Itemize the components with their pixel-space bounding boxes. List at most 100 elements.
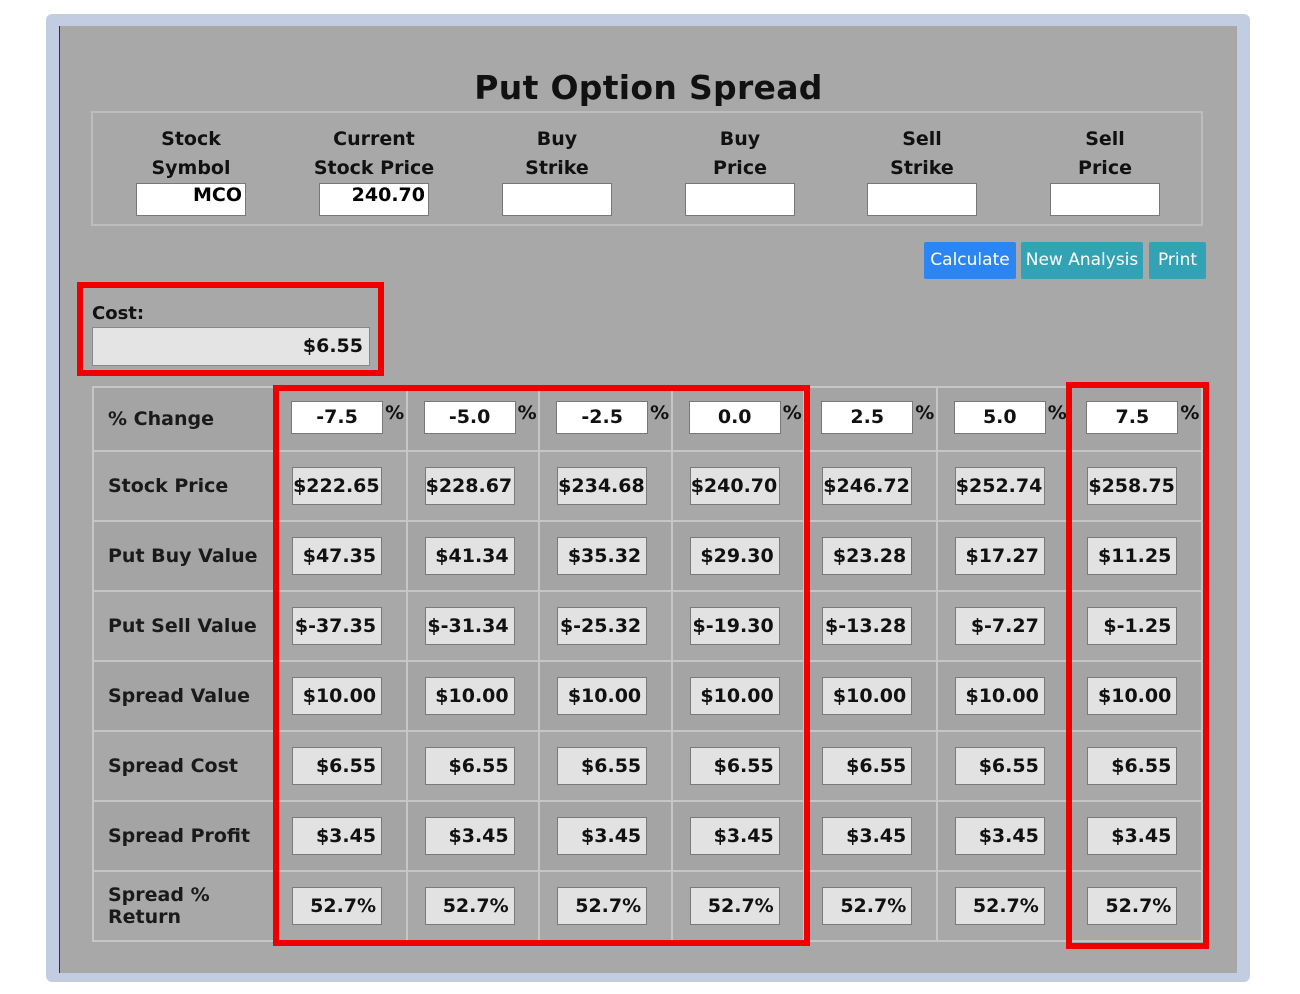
value-cell: 52.7% (273, 870, 408, 942)
value-cell: $3.45 (935, 800, 1071, 872)
stock-symbol-label: Stock Symbol (151, 128, 231, 179)
spread-cost-row: Spread Cost $6.55 $6.55 $6.55 $6.55 $6.5… (91, 730, 1203, 802)
pct-change-input[interactable]: -2.5 (556, 401, 649, 434)
put-sell-value: $-31.34 (424, 607, 515, 645)
value-cell: $29.30 (670, 520, 806, 592)
value-cell: $3.45 (1068, 800, 1203, 872)
value-cell: $-37.35 (273, 590, 408, 662)
percent-sign: % (1180, 402, 1200, 424)
pct-change-input[interactable]: 0.0 (688, 401, 781, 434)
value-cell: $3.45 (538, 800, 673, 872)
value-cell: 52.7% (538, 870, 673, 942)
pct-change-input[interactable]: 7.5 (1086, 401, 1179, 434)
value-cell: $-19.30 (670, 590, 806, 662)
row-label: Stock Price (91, 450, 276, 522)
spread-cost: $6.55 (689, 747, 780, 785)
pct-cell: 2.5% (803, 386, 938, 452)
value-cell: $6.55 (803, 730, 938, 802)
value-cell: $10.00 (670, 660, 806, 732)
value-cell: $11.25 (1068, 520, 1203, 592)
spread-cost: $6.55 (954, 747, 1045, 785)
buy-price-input[interactable] (685, 183, 795, 216)
pct-cell: 5.0% (935, 386, 1071, 452)
put-sell-value: $-1.25 (1087, 607, 1178, 645)
value-cell: $6.55 (405, 730, 541, 802)
value-cell: $10.00 (538, 660, 673, 732)
print-button[interactable]: Print (1149, 242, 1206, 279)
spread-profit-row: Spread Profit $3.45 $3.45 $3.45 $3.45 $3… (91, 800, 1203, 872)
spread-profit: $3.45 (292, 817, 383, 855)
spread-cost: $6.55 (1087, 747, 1178, 785)
sell-price-field: Sell Price (1030, 125, 1180, 216)
calculate-button[interactable]: Calculate (924, 242, 1016, 279)
put-buy-value: $35.32 (557, 537, 648, 575)
value-cell: $10.00 (1068, 660, 1203, 732)
value-cell: $10.00 (273, 660, 408, 732)
current-price-field: Current Stock Price 240.70 (299, 125, 449, 216)
buy-price-field: Buy Price (665, 125, 815, 216)
row-label: Spread Profit (91, 800, 276, 872)
put-buy-value: $29.30 (689, 537, 780, 575)
sell-strike-input[interactable] (867, 183, 977, 216)
value-cell: $3.45 (803, 800, 938, 872)
pct-change-input[interactable]: 5.0 (953, 401, 1046, 434)
spread-profit: $3.45 (557, 817, 648, 855)
sell-price-input[interactable] (1050, 183, 1160, 216)
current-price-input[interactable]: 240.70 (319, 183, 429, 216)
value-cell: 52.7% (670, 870, 806, 942)
stock-price-value: $240.70 (689, 467, 780, 505)
stock-price-row: Stock Price $222.65 $228.67 $234.68 $240… (91, 450, 1203, 522)
percent-sign: % (1047, 402, 1067, 424)
spread-return: 52.7% (557, 887, 648, 925)
new-analysis-button[interactable]: New Analysis (1021, 242, 1143, 279)
spread-return: 52.7% (292, 887, 383, 925)
spread-return: 52.7% (1087, 887, 1178, 925)
spread-value: $10.00 (689, 677, 780, 715)
value-cell: $6.55 (935, 730, 1071, 802)
pct-change-row: % Change -7.5% -5.0% -2.5% 0.0% 2.5% 5.0… (91, 386, 1203, 452)
spread-return-row: Spread % Return 52.7% 52.7% 52.7% 52.7% … (91, 870, 1203, 942)
value-cell: $252.74 (935, 450, 1071, 522)
value-cell: $240.70 (670, 450, 806, 522)
value-cell: 52.7% (405, 870, 541, 942)
spread-panel: Put Option Spread Stock Symbol MCO Curren… (59, 26, 1237, 973)
percent-sign: % (385, 402, 405, 424)
pct-change-input[interactable]: 2.5 (821, 401, 914, 434)
spread-return: 52.7% (689, 887, 780, 925)
put-buy-value: $47.35 (292, 537, 383, 575)
spread-value: $10.00 (292, 677, 383, 715)
value-cell: $6.55 (273, 730, 408, 802)
value-cell: 52.7% (1068, 870, 1203, 942)
value-cell: $6.55 (1068, 730, 1203, 802)
pct-change-input[interactable]: -5.0 (423, 401, 516, 434)
pct-cell: -2.5% (538, 386, 673, 452)
value-cell: $6.55 (670, 730, 806, 802)
buy-strike-input[interactable] (502, 183, 612, 216)
value-cell: $3.45 (670, 800, 806, 872)
value-cell: $10.00 (935, 660, 1071, 732)
stock-price-value: $246.72 (822, 467, 913, 505)
value-cell: 52.7% (935, 870, 1071, 942)
value-cell: $-31.34 (405, 590, 541, 662)
stock-symbol-input[interactable]: MCO (136, 183, 246, 216)
put-buy-value: $11.25 (1087, 537, 1178, 575)
cost-value: $6.55 (92, 327, 370, 366)
row-label: Spread Cost (91, 730, 276, 802)
value-cell: $35.32 (538, 520, 673, 592)
row-label: % Change (91, 386, 276, 452)
spread-value: $10.00 (557, 677, 648, 715)
sell-strike-label: Sell Strike (890, 128, 954, 179)
row-label: Spread Value (91, 660, 276, 732)
value-cell: $10.00 (803, 660, 938, 732)
percent-sign: % (782, 402, 802, 424)
put-sell-value: $-19.30 (689, 607, 780, 645)
sell-strike-field: Sell Strike (847, 125, 997, 216)
buy-strike-label: Buy Strike (525, 128, 589, 179)
input-section: Stock Symbol MCO Current Stock Price 240.7… (91, 111, 1203, 226)
buy-strike-field: Buy Strike (482, 125, 632, 216)
put-sell-value: $-37.35 (292, 607, 383, 645)
pct-change-input[interactable]: -7.5 (291, 401, 384, 434)
value-cell: $41.34 (405, 520, 541, 592)
value-cell: $10.00 (405, 660, 541, 732)
value-cell: $258.75 (1068, 450, 1203, 522)
